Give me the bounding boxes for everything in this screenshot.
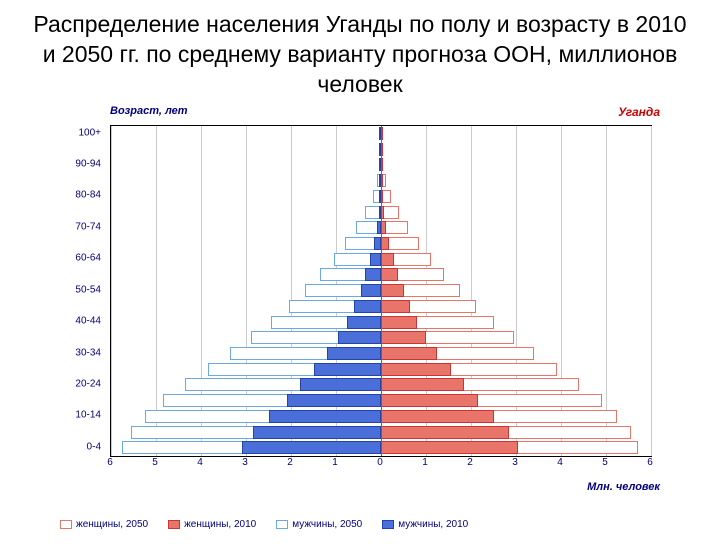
bar-women-2010 [381, 331, 426, 344]
bar-women-2010 [381, 253, 394, 266]
x-tick: 3 [242, 457, 248, 468]
x-tick: 6 [647, 457, 653, 468]
bar-men-2010 [361, 284, 381, 297]
bar-men-2010 [287, 394, 382, 407]
legend-label: мужчины, 2010 [398, 519, 468, 530]
x-tick: 5 [152, 457, 158, 468]
x-axis-ticks: 6 5 4 3 2 1 0 1 2 3 4 5 6 [110, 457, 650, 477]
bar-women-2010 [381, 441, 518, 454]
legend-swatch-women-2010 [168, 520, 180, 529]
country-label: Уганда [618, 105, 660, 119]
bar-women-2010 [381, 426, 509, 439]
center-axis [381, 126, 382, 456]
x-tick: 5 [602, 457, 608, 468]
bar-women-2010 [381, 363, 451, 376]
population-pyramid-chart: Возраст, лет Уганда 100+ 90-94 80-84 70-74 6… [30, 105, 690, 535]
legend-swatch-women-2050 [60, 520, 72, 529]
legend-men-2010: мужчины, 2010 [382, 519, 468, 530]
legend-label: мужчины, 2050 [292, 519, 362, 530]
bar-men-2010 [314, 363, 382, 376]
legend-label: женщины, 2050 [76, 519, 148, 530]
y-tick: 20-24 [75, 378, 101, 389]
x-tick: 2 [287, 457, 293, 468]
bar-women-2010 [381, 284, 404, 297]
bar-men-2010 [242, 441, 382, 454]
page-title: Распределение населения Уганды по полу и… [30, 10, 690, 100]
y-tick: 80-84 [75, 190, 101, 201]
bar-men-2010 [300, 378, 381, 391]
legend-men-2050: мужчины, 2050 [276, 519, 362, 530]
y-tick: 70-74 [75, 221, 101, 232]
y-tick: 90-94 [75, 158, 101, 169]
x-tick: 4 [197, 457, 203, 468]
y-tick: 40-44 [75, 316, 101, 327]
x-tick: 1 [422, 457, 428, 468]
legend: женщины, 2050 женщины, 2010 мужчины, 205… [60, 519, 468, 530]
bar-men-2010 [374, 237, 381, 250]
bar-men-2010 [347, 316, 381, 329]
legend-swatch-men-2050 [276, 520, 288, 529]
y-tick: 100+ [78, 127, 101, 138]
bar-women-2010 [381, 316, 417, 329]
legend-swatch-men-2010 [382, 520, 394, 529]
y-tick: 50-54 [75, 284, 101, 295]
y-axis-label: Возраст, лет [110, 105, 188, 117]
bar-men-2010 [327, 347, 381, 360]
bar-men-2010 [338, 331, 381, 344]
bar-men-2010 [253, 426, 381, 439]
x-tick: 4 [557, 457, 563, 468]
bar-women-2010 [381, 394, 478, 407]
y-axis-ticks: 100+ 90-94 80-84 70-74 60-64 50-54 40-44 30-34 2… [30, 125, 105, 455]
bar-women-2010 [381, 268, 398, 281]
legend-women-2010: женщины, 2010 [168, 519, 256, 530]
y-tick: 0-4 [87, 441, 101, 452]
x-tick: 6 [107, 457, 113, 468]
bar-men-2010 [370, 253, 381, 266]
bar-men-2010 [354, 300, 381, 313]
x-tick: 1 [332, 457, 338, 468]
x-tick: 0 [377, 457, 383, 468]
x-axis-title: Млн. человек [587, 481, 660, 493]
legend-women-2050: женщины, 2050 [60, 519, 148, 530]
bar-women-2010 [381, 347, 437, 360]
bar-women-2010 [381, 410, 494, 423]
x-tick: 2 [467, 457, 473, 468]
bar-men-2010 [365, 268, 381, 281]
plot-area [110, 125, 652, 457]
bar-women-2010 [381, 300, 410, 313]
x-tick: 3 [512, 457, 518, 468]
y-tick: 60-64 [75, 253, 101, 264]
legend-label: женщины, 2010 [184, 519, 256, 530]
gridline [651, 126, 652, 456]
bar-women-2050 [381, 206, 399, 219]
bar-women-2010 [381, 378, 464, 391]
y-tick: 30-34 [75, 347, 101, 358]
bar-women-2010 [381, 237, 389, 250]
y-tick: 10-14 [75, 410, 101, 421]
bar-men-2010 [269, 410, 382, 423]
